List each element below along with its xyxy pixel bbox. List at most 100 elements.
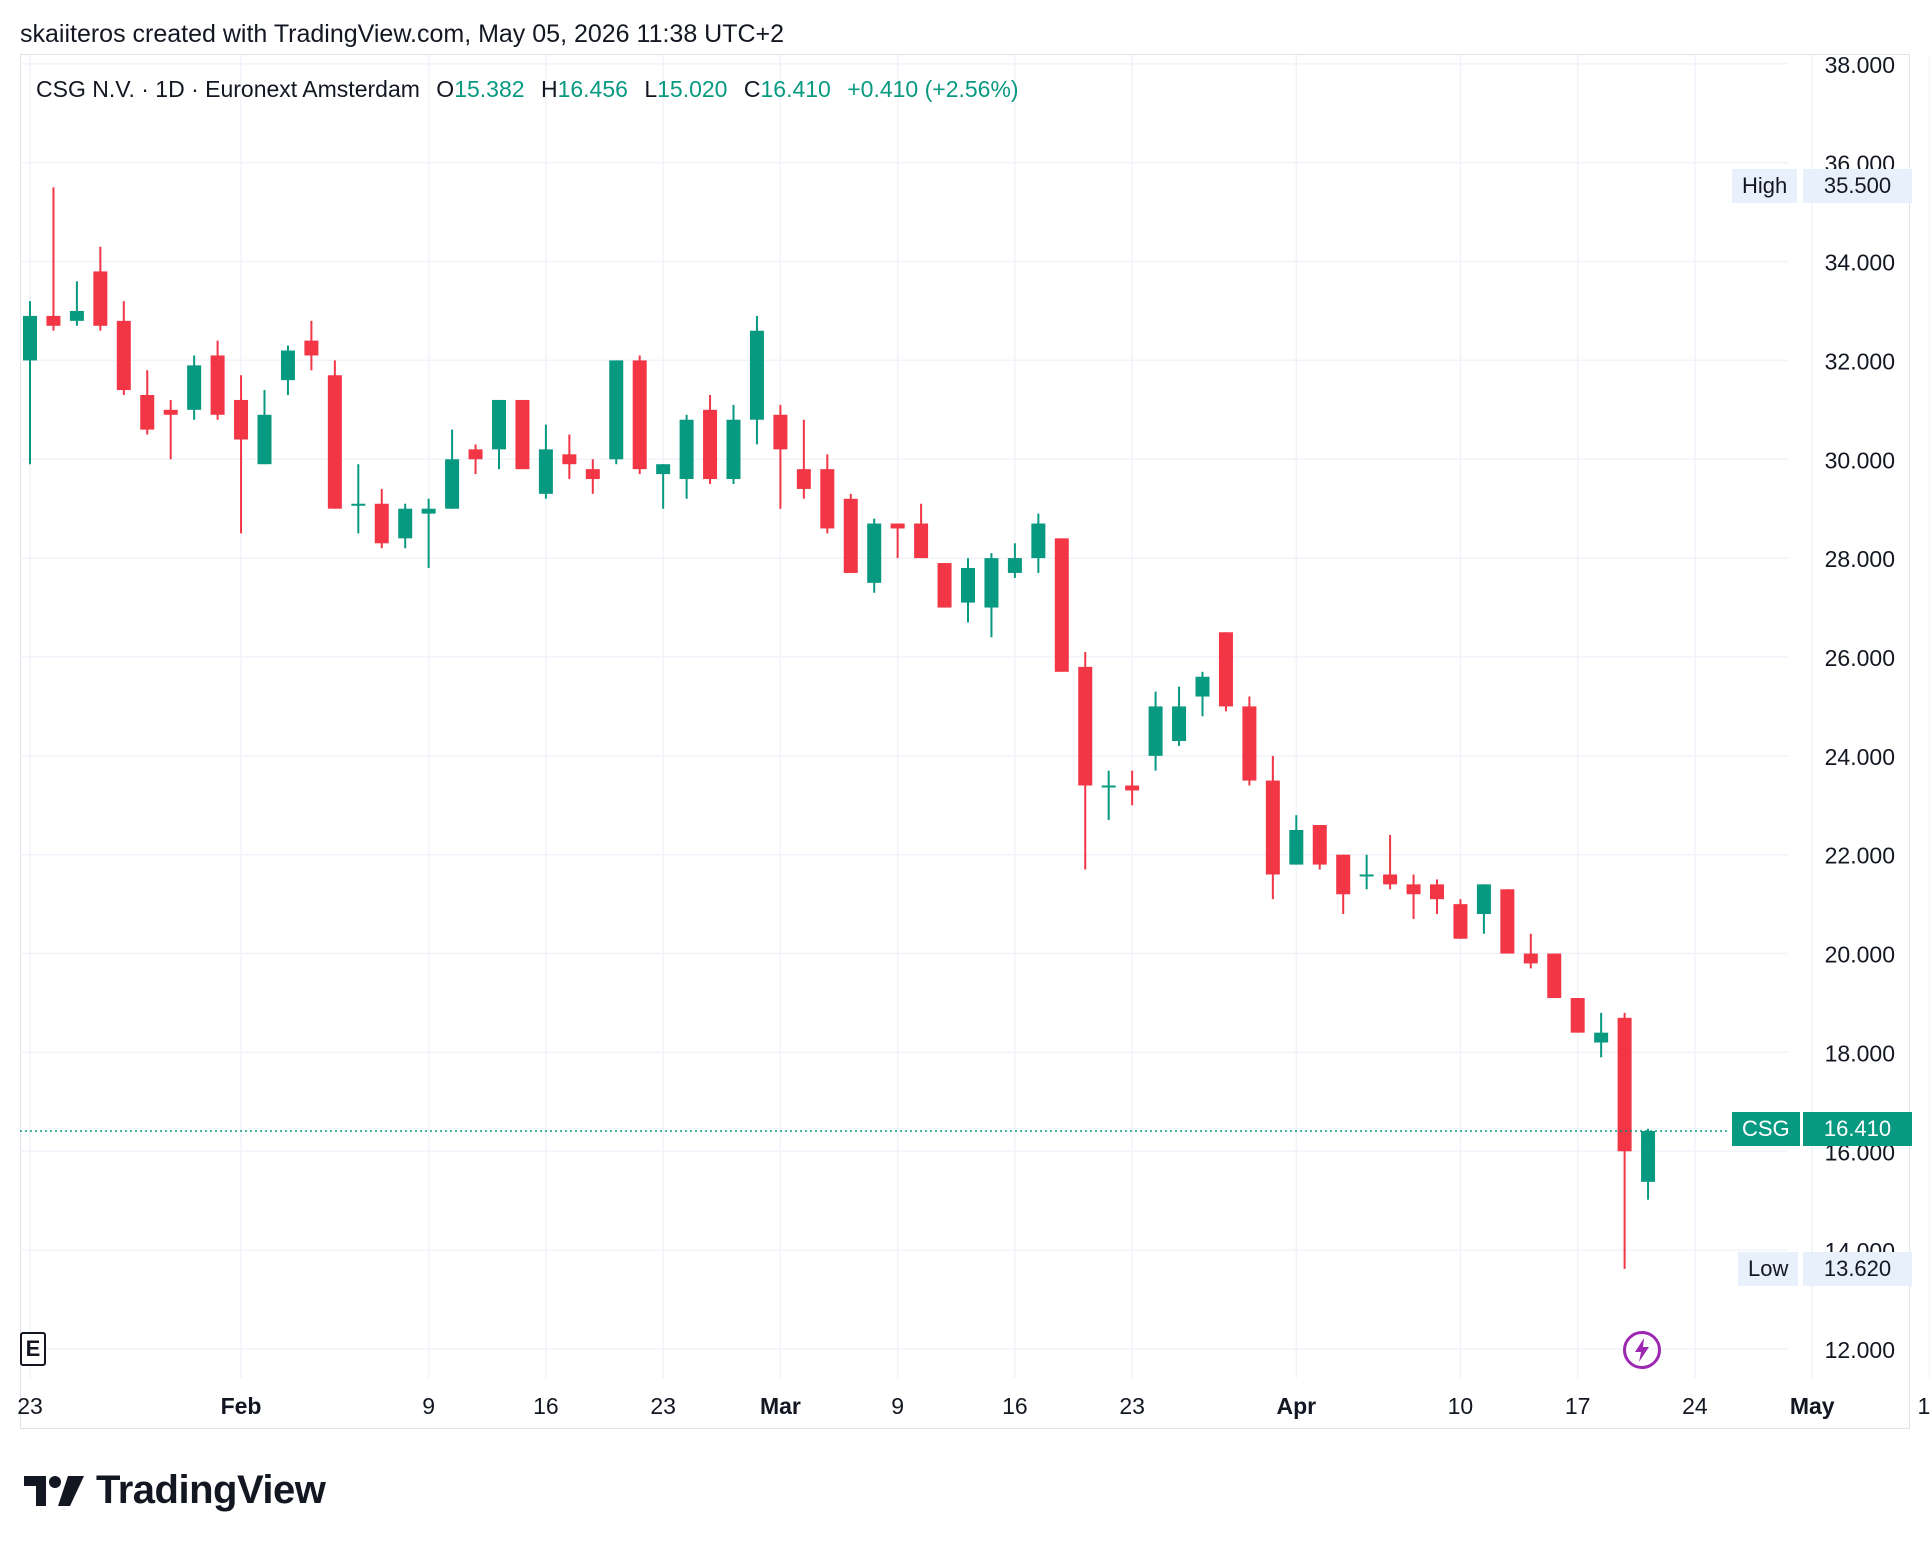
candle-body[interactable] xyxy=(1218,632,1233,707)
candle-body[interactable] xyxy=(890,523,905,529)
candle-body[interactable] xyxy=(1125,785,1140,791)
candle-body[interactable] xyxy=(187,365,202,410)
candle-body[interactable] xyxy=(1172,706,1187,742)
candle-body[interactable] xyxy=(140,395,155,430)
candle-body[interactable] xyxy=(1054,538,1069,672)
candle-body[interactable] xyxy=(1359,874,1374,877)
candle-body[interactable] xyxy=(421,508,436,514)
candle-body[interactable] xyxy=(773,414,788,450)
y-tick-label: 38.000 xyxy=(1825,52,1895,78)
legend-low: 15.020 xyxy=(657,76,728,102)
candle-body[interactable] xyxy=(1265,780,1280,875)
candle-body[interactable] xyxy=(1031,523,1046,559)
lightning-icon[interactable] xyxy=(1622,1330,1662,1370)
candle-body[interactable] xyxy=(374,503,389,544)
candle-body[interactable] xyxy=(1453,904,1468,939)
candle-body[interactable] xyxy=(23,315,37,361)
candle-body[interactable] xyxy=(1547,953,1562,999)
y-tick-label: 26.000 xyxy=(1825,645,1895,671)
tradingview-brand[interactable]: TradingView xyxy=(24,1468,326,1513)
candle-body[interactable] xyxy=(749,330,764,420)
candle-body[interactable] xyxy=(726,419,741,480)
candle-body[interactable] xyxy=(69,310,84,321)
candle-body[interactable] xyxy=(867,523,882,583)
candle-body[interactable] xyxy=(116,320,131,391)
candle-body[interactable] xyxy=(1195,676,1210,697)
chart-area[interactable] xyxy=(20,54,1910,1429)
symbol-legend: CSG N.V. · 1D · Euronext Amsterdam O15.3… xyxy=(36,76,1019,103)
x-tick-label: Feb xyxy=(221,1393,262,1419)
candle-body[interactable] xyxy=(1336,854,1351,895)
candle-body[interactable] xyxy=(1430,884,1444,900)
high-tag-value: 35.500 xyxy=(1803,169,1912,203)
y-tick-label: 32.000 xyxy=(1825,348,1895,374)
candle-body[interactable] xyxy=(937,563,952,608)
candle-body[interactable] xyxy=(468,449,483,460)
candle-body[interactable] xyxy=(1078,666,1093,786)
low-tag-value: 13.620 xyxy=(1803,1252,1912,1286)
candle-body[interactable] xyxy=(1570,998,1585,1033)
candle-body[interactable] xyxy=(1383,874,1398,885)
candle-body[interactable] xyxy=(257,414,272,465)
tradingview-logo-icon xyxy=(24,1475,84,1506)
y-tick-label: 28.000 xyxy=(1825,546,1895,572)
tradingview-wordmark: TradingView xyxy=(96,1468,326,1512)
candle-body[interactable] xyxy=(515,399,530,470)
candle-body[interactable] xyxy=(562,454,577,465)
candle-body[interactable] xyxy=(351,503,366,506)
y-tick-label: 22.000 xyxy=(1825,843,1895,869)
candle-body[interactable] xyxy=(234,399,249,440)
candle-body[interactable] xyxy=(445,459,460,509)
candle-body[interactable] xyxy=(632,360,647,470)
candle-body[interactable] xyxy=(304,340,319,356)
candle-body[interactable] xyxy=(1242,706,1257,781)
x-tick-label: 17 xyxy=(1565,1393,1591,1419)
candle-body[interactable] xyxy=(163,409,178,415)
y-tick-label: 12.000 xyxy=(1825,1337,1895,1363)
candle-body[interactable] xyxy=(703,409,718,480)
candle-body[interactable] xyxy=(1312,825,1327,865)
candle-body[interactable] xyxy=(609,360,624,460)
low-tag-label: Low xyxy=(1738,1252,1799,1286)
y-tick-label: 18.000 xyxy=(1825,1040,1895,1066)
candle-body[interactable] xyxy=(492,399,506,450)
candle-body[interactable] xyxy=(984,558,999,608)
candle-body[interactable] xyxy=(327,375,342,509)
x-tick-label: 24 xyxy=(1682,1393,1708,1419)
candle-body[interactable] xyxy=(1406,884,1421,895)
legend-close-key: C xyxy=(743,76,761,102)
candle-body[interactable] xyxy=(1289,829,1304,865)
x-tick-label: 16 xyxy=(1002,1393,1028,1419)
candle-body[interactable] xyxy=(538,449,553,494)
candle-body[interactable] xyxy=(679,419,694,480)
candle-body[interactable] xyxy=(398,508,413,539)
candle-body[interactable] xyxy=(1101,785,1116,788)
x-tick-label: 23 xyxy=(1119,1393,1145,1419)
legend-low-key: L xyxy=(644,76,658,102)
candle-body[interactable] xyxy=(820,469,835,529)
candle-body[interactable] xyxy=(1523,953,1538,964)
x-tick-label: 10 xyxy=(1448,1393,1474,1419)
candle-body[interactable] xyxy=(210,355,225,415)
candle-body[interactable] xyxy=(1007,558,1022,573)
chart-credit: skaiiteros created with TradingView.com,… xyxy=(20,20,785,48)
candle-body[interactable] xyxy=(1148,706,1163,756)
candle-body[interactable] xyxy=(280,350,295,381)
legend-symbol[interactable]: CSG N.V. · 1D · Euronext Amsterdam xyxy=(36,76,420,102)
candle-body[interactable] xyxy=(1500,889,1515,954)
candle-body[interactable] xyxy=(1594,1032,1609,1043)
candle-body[interactable] xyxy=(656,464,671,475)
candle-body[interactable] xyxy=(961,568,975,603)
candle-body[interactable] xyxy=(1617,1017,1632,1152)
candle-body[interactable] xyxy=(914,523,929,559)
edit-icon[interactable]: E xyxy=(20,1332,46,1366)
candle-body[interactable] xyxy=(93,271,108,326)
candle-body[interactable] xyxy=(46,315,61,326)
candle-body[interactable] xyxy=(585,469,600,480)
candle-body[interactable] xyxy=(1476,884,1491,915)
candle-body[interactable] xyxy=(796,469,811,489)
x-tick-label: 11 xyxy=(1918,1393,1930,1419)
candle-body[interactable] xyxy=(843,498,858,573)
candle-body[interactable] xyxy=(1641,1131,1656,1182)
